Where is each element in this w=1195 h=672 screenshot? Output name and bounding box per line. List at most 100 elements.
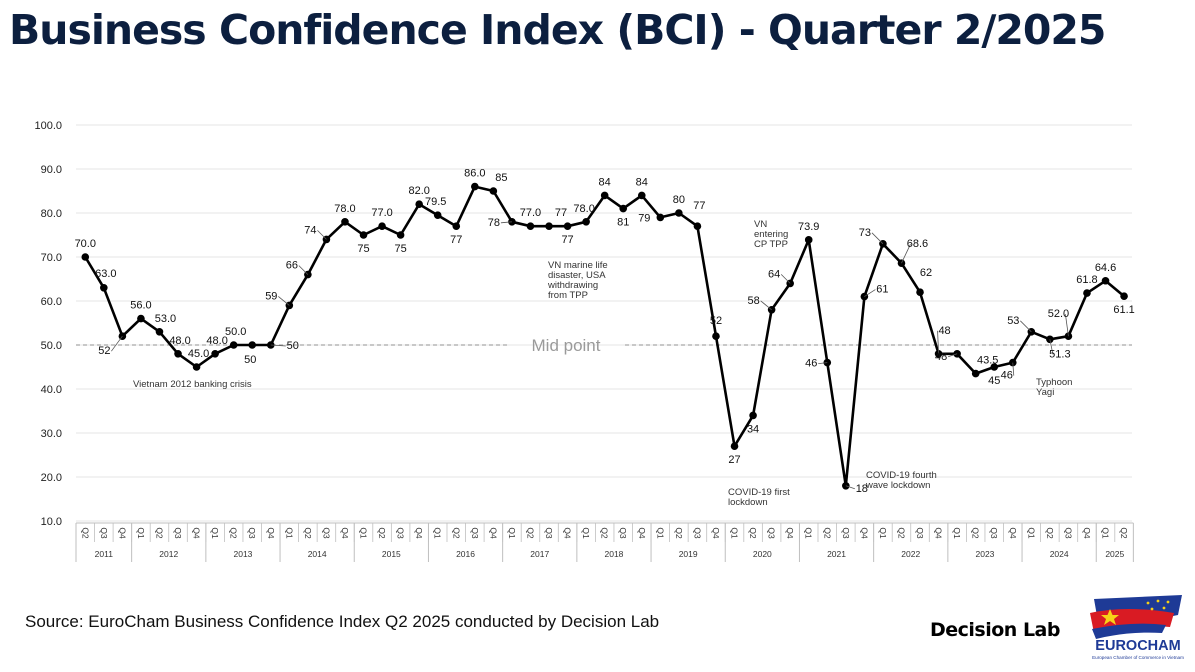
data-point — [675, 209, 683, 217]
x-axis: Q2 Q3 Q4 Q1 Q2 Q3 Q4 Q1 Q2 Q3 Q4 Q1 Q2 Q3 Q4 Q1 Q2 Q3 Q4 Q1… — [75, 522, 1134, 562]
quarter-label: Q4 — [1008, 527, 1018, 539]
data-label: 74 — [304, 224, 316, 236]
y-axis-tick-labels: 10.0 20.0 30.0 40.0 50.0 60.0 70.0 80.0 90.0 100.… — [34, 120, 62, 528]
year-label: 2012 — [159, 549, 178, 559]
data-point — [804, 236, 813, 244]
label-leader — [298, 265, 309, 275]
quarter-label: Q3 — [247, 527, 257, 539]
quarter-label: Q3 — [841, 527, 851, 539]
data-label: 52 — [98, 345, 110, 357]
quarter-label: Q1 — [581, 527, 591, 539]
annotation-cptpp: entering — [754, 229, 788, 240]
label-leader — [500, 221, 512, 224]
data-label: 18 — [856, 483, 868, 495]
quarter-label: Q1 — [952, 527, 962, 539]
y-tick-label: 30.0 — [41, 428, 62, 440]
label-leader — [270, 344, 286, 347]
quarter-label: Q2 — [1119, 527, 1129, 539]
quarter-label: Q1 — [730, 527, 740, 539]
annotation-covid4: wave lockdown — [865, 480, 930, 491]
data-point — [174, 350, 182, 358]
annotation-yagi: Yagi — [1036, 387, 1054, 398]
data-label: 79.5 — [425, 196, 446, 208]
year-label: 2016 — [456, 549, 475, 559]
quarter-label: Q2 — [822, 527, 832, 539]
quarter-label: Q4 — [934, 527, 944, 539]
data-point — [471, 182, 479, 191]
data-point — [378, 222, 386, 230]
data-label: 50 — [287, 340, 299, 352]
data-point — [211, 350, 219, 358]
quarter-label: Q4 — [1082, 527, 1092, 539]
quarter-label: Q1 — [433, 527, 443, 539]
annotation-covid4: COVID-19 fourth — [866, 470, 937, 481]
data-point — [971, 369, 980, 378]
quarter-label: Q1 — [136, 527, 146, 539]
data-label: 45.0 — [188, 348, 209, 360]
data-point — [563, 222, 572, 230]
data-label: 79 — [638, 212, 650, 224]
y-tick-label: 40.0 — [41, 384, 62, 396]
quarter-label: Q3 — [692, 527, 702, 539]
data-point — [545, 222, 553, 230]
y-tick-label: 80.0 — [41, 208, 62, 220]
label-leader — [317, 230, 327, 240]
data-point — [341, 218, 349, 226]
data-label: 75 — [395, 243, 407, 255]
quarter-label: Q2 — [229, 527, 239, 539]
year-label: 2022 — [901, 549, 920, 559]
label-leader — [1020, 320, 1032, 333]
year-label: 2021 — [827, 549, 846, 559]
data-label: 80 — [673, 194, 685, 206]
data-label: 53.0 — [155, 313, 176, 325]
data-label: 77.0 — [520, 207, 541, 219]
data-label: 46 — [805, 358, 817, 370]
data-point — [155, 328, 164, 336]
data-label: 86.0 — [464, 168, 485, 180]
quarter-label: Q1 — [359, 527, 369, 539]
annotation-yagi: Typhoon — [1036, 377, 1072, 388]
data-point — [100, 284, 108, 292]
quarter-label: Q2 — [748, 527, 758, 539]
quarter-label: Q2 — [303, 527, 313, 539]
data-label: 73.9 — [798, 221, 819, 233]
data-point — [693, 222, 702, 230]
data-label: 77.0 — [371, 207, 392, 219]
data-label: 78.0 — [573, 203, 594, 215]
data-label: 77 — [555, 207, 567, 219]
quarter-label: Q3 — [544, 527, 554, 539]
quarter-label: Q2 — [525, 527, 535, 539]
annotation-marine: VN marine life — [548, 260, 608, 271]
midpoint-label: Mid point — [532, 336, 601, 355]
data-label: 63.0 — [95, 268, 116, 280]
quarter-label: Q2 — [154, 527, 164, 539]
label-leader — [947, 353, 958, 358]
data-label: 46 — [1001, 370, 1013, 382]
data-label: 48 — [935, 351, 947, 363]
data-label: 45 — [988, 375, 1000, 387]
data-label: 77 — [561, 234, 573, 246]
annotation-covid1: COVID-19 first — [728, 487, 790, 498]
data-label: 78 — [488, 217, 500, 229]
data-point — [600, 191, 609, 200]
quarter-label: Q3 — [989, 527, 999, 539]
data-label: 61 — [876, 284, 888, 296]
data-point — [860, 292, 869, 301]
quarter-label: Q2 — [80, 527, 90, 539]
year-label: 2017 — [530, 549, 549, 559]
data-label: 52.0 — [1048, 308, 1069, 320]
year-label: 2015 — [382, 549, 401, 559]
data-point — [137, 314, 145, 323]
data-label: 82.0 — [408, 185, 429, 197]
annotations: Vietnam 2012 banking crisis VN marine lif… — [133, 219, 1072, 508]
data-point — [1101, 276, 1110, 285]
label-leader — [818, 362, 828, 364]
year-label: 2020 — [753, 549, 772, 559]
quarter-label: Q4 — [266, 527, 276, 539]
label-leader — [111, 335, 123, 352]
quarter-label: Q1 — [210, 527, 220, 539]
data-label: 51.3 — [1049, 348, 1070, 360]
year-label: 2019 — [679, 549, 698, 559]
data-point — [229, 341, 238, 349]
